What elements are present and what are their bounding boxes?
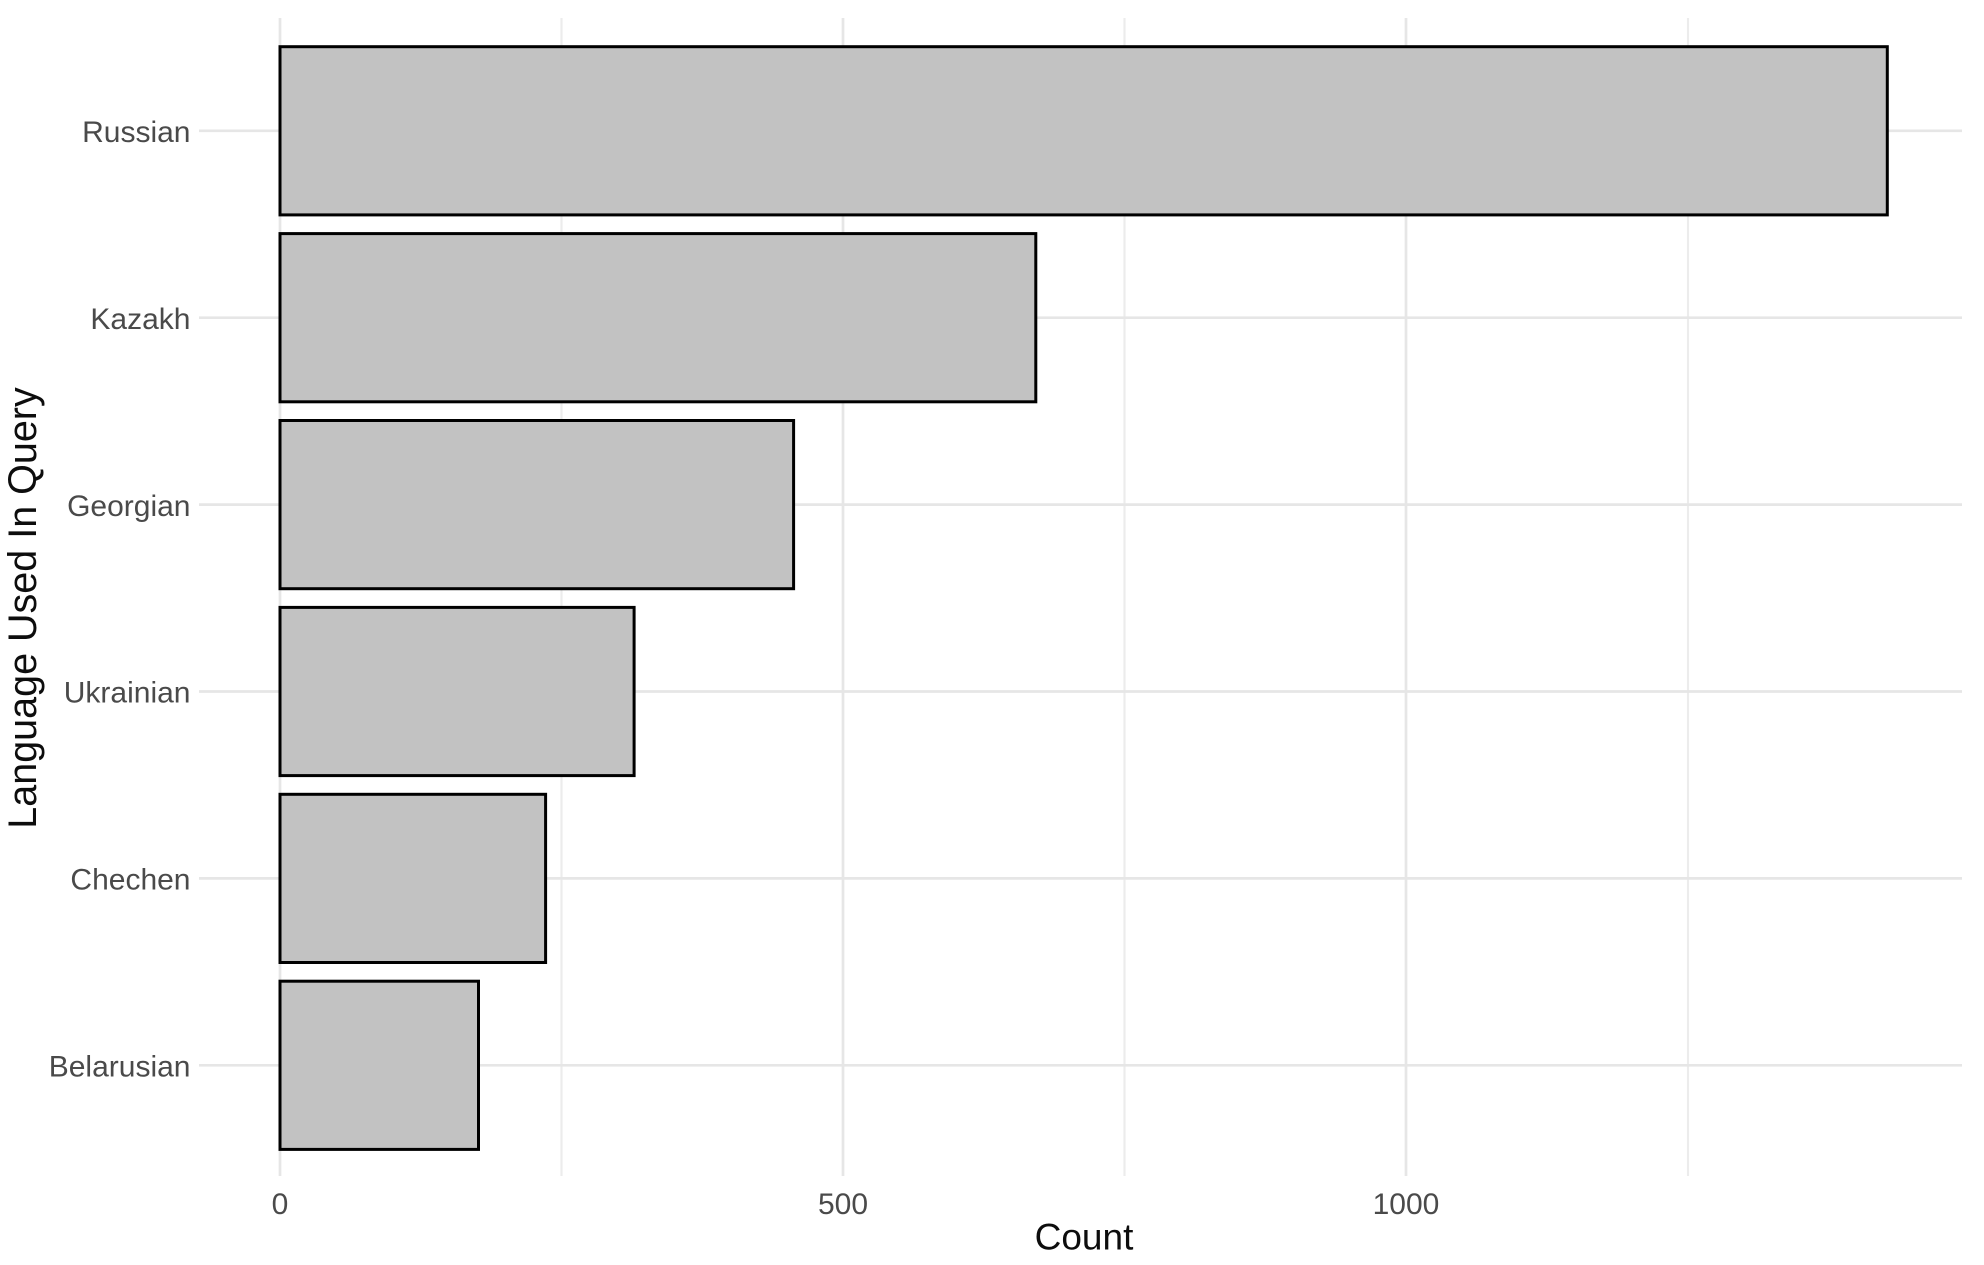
svg-text:Georgian: Georgian bbox=[67, 490, 190, 523]
svg-text:Russian: Russian bbox=[82, 116, 190, 149]
svg-text:0: 0 bbox=[272, 1188, 289, 1221]
svg-text:1000: 1000 bbox=[1373, 1188, 1440, 1221]
svg-text:Language Used In Query: Language Used In Query bbox=[1, 387, 45, 829]
svg-text:500: 500 bbox=[818, 1188, 868, 1221]
svg-text:Ukrainian: Ukrainian bbox=[64, 677, 191, 710]
svg-text:Count: Count bbox=[1035, 1217, 1134, 1258]
svg-text:Belarusian: Belarusian bbox=[49, 1051, 191, 1084]
svg-text:Chechen: Chechen bbox=[70, 864, 190, 897]
svg-text:Kazakh: Kazakh bbox=[90, 303, 190, 336]
